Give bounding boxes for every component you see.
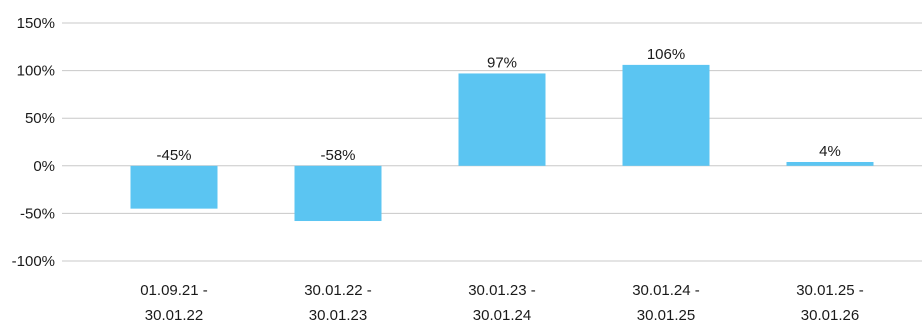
bar xyxy=(458,73,546,166)
data-label: 97% xyxy=(487,54,517,71)
y-tick-label: 0% xyxy=(33,158,55,175)
x-axis-category-labels: 01.09.21 - 30.01.22 30.01.22 - 30.01.23 30.0… xyxy=(140,282,864,322)
x-category-label: 30.01.23 xyxy=(309,307,367,322)
x-category-label: 30.01.25 xyxy=(637,307,695,322)
x-category-label: 30.01.22 - xyxy=(304,282,372,299)
x-category-label: 30.01.26 xyxy=(801,307,859,322)
bars xyxy=(130,64,874,222)
x-category-label: 30.01.24 - xyxy=(632,282,700,299)
bar xyxy=(786,161,874,166)
x-category-label: 30.01.25 - xyxy=(796,282,864,299)
x-category-label: 30.01.24 xyxy=(473,307,531,322)
y-tick-label: 100% xyxy=(17,63,55,80)
y-axis-tick-labels: 150% 100% 50% 0% -50% -100% xyxy=(12,15,55,270)
bar xyxy=(130,165,218,209)
data-label: 106% xyxy=(647,46,685,63)
data-labels: -45% -58% 97% 106% 4% xyxy=(156,46,840,164)
data-label: -58% xyxy=(320,147,355,164)
data-label: -45% xyxy=(156,147,191,164)
x-category-label: 30.01.22 xyxy=(145,307,203,322)
bar xyxy=(622,64,710,166)
x-category-label: 01.09.21 - xyxy=(140,282,208,299)
y-tick-label: 150% xyxy=(17,15,55,32)
x-category-label: 30.01.23 - xyxy=(468,282,536,299)
y-tick-label: -100% xyxy=(12,253,55,270)
data-label: 4% xyxy=(819,143,841,160)
y-tick-label: 50% xyxy=(25,110,55,127)
bar xyxy=(294,165,382,222)
y-tick-label: -50% xyxy=(20,205,55,222)
